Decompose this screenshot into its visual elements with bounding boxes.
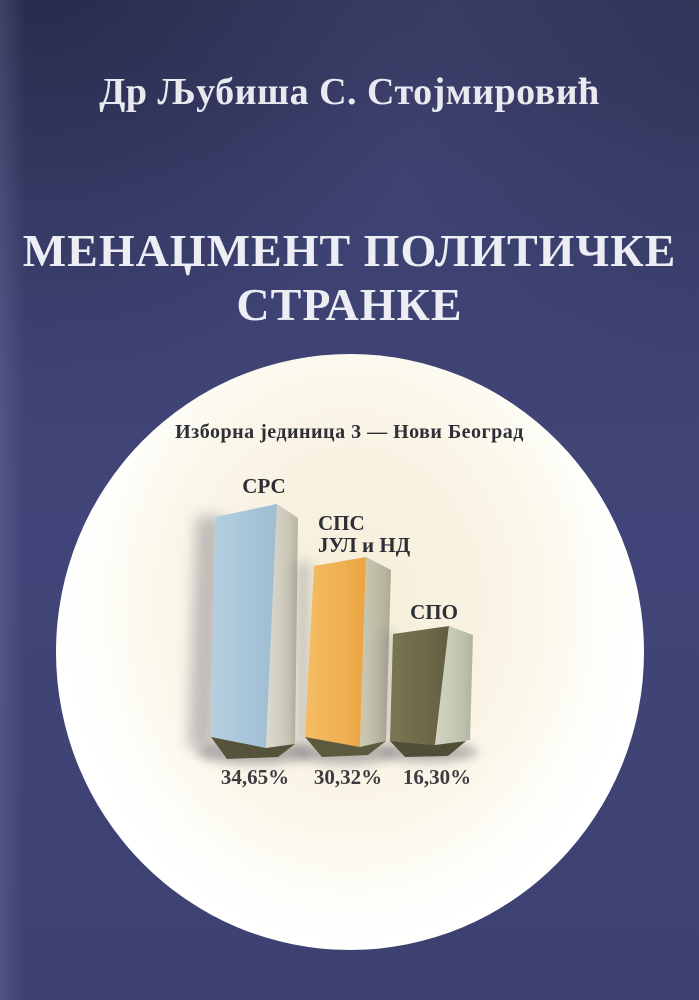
chart-title: Изборна јединица 3 — Нови Београд <box>175 421 524 443</box>
bar-label-sps: СПС ЈУЛ и НД <box>318 512 410 556</box>
bar-label-sps-line1: СПС <box>318 511 365 535</box>
bar-spo-bottom-face <box>390 741 466 757</box>
bar-label-srs: СРС <box>242 474 286 498</box>
book-title-line2: СТРАНКЕ <box>236 279 463 331</box>
bar-sps-front-face <box>305 557 366 747</box>
bar-label-spo: СПО <box>410 600 458 624</box>
book-title-line1: МЕНАЏМЕНТ ПОЛИТИЧКЕ <box>22 225 677 276</box>
bar-value-srs: 34,65% <box>220 765 290 789</box>
scan-light-edge <box>0 0 26 1000</box>
bar-value-spo: 16,30% <box>402 765 472 789</box>
bar-sps-shadow <box>295 562 311 742</box>
bar-value-sps: 30,32% <box>313 765 383 789</box>
bar-srs-front-face <box>211 504 277 748</box>
bar-sps-side-face <box>360 557 391 747</box>
author-name: Др Љубиша С. Стојмировић <box>99 71 600 113</box>
bar-label-sps-line2: ЈУЛ и НД <box>318 533 411 558</box>
book-title: МЕНАЏМЕНТ ПОЛИТИЧКЕ СТРАНКЕ <box>0 224 699 333</box>
